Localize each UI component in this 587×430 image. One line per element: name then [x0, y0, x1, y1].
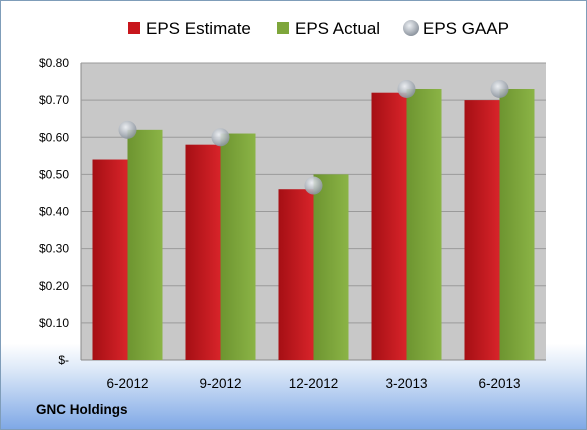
marker-eps-gaap [118, 120, 137, 139]
bar-eps-actual [499, 88, 535, 361]
y-tick-label: $0.10 [39, 316, 69, 330]
legend-label: EPS GAAP [423, 19, 509, 38]
x-tick-label: 3-2013 [385, 376, 427, 391]
y-tick-label: $0.50 [39, 167, 69, 181]
legend-label: EPS Actual [295, 19, 380, 38]
y-tick-label: $- [58, 353, 69, 367]
legend-item-eps-gaap: EPS GAAP [403, 19, 509, 38]
y-tick-label: $0.70 [39, 93, 69, 107]
y-tick-label: $0.80 [39, 56, 69, 70]
y-tick-label: $0.60 [39, 130, 69, 144]
legend: EPS Estimate EPS Actual EPS GAAP [128, 19, 509, 38]
bar-eps-actual [220, 133, 256, 360]
bar-eps-actual [127, 129, 163, 360]
company-name: GNC Holdings [36, 402, 128, 417]
legend-label: EPS Estimate [146, 19, 251, 38]
x-tick-label: 12-2012 [289, 376, 339, 391]
legend-swatch [128, 22, 140, 34]
marker-eps-gaap [304, 176, 323, 195]
x-tick-label: 9-2012 [199, 376, 241, 391]
marker-eps-gaap [490, 79, 509, 98]
legend-swatch [403, 20, 419, 36]
marker-eps-gaap [397, 79, 416, 98]
x-tick-label: 6-2013 [478, 376, 520, 391]
bar-eps-estimate [92, 159, 128, 360]
legend-swatch [277, 22, 289, 34]
bar-eps-estimate [371, 92, 407, 360]
marker-eps-gaap [211, 128, 230, 147]
bar-eps-estimate [278, 189, 314, 360]
bar-eps-estimate [464, 100, 500, 360]
y-tick-label: $0.40 [39, 205, 69, 219]
legend-item-eps-estimate: EPS Estimate [128, 19, 251, 38]
bar-eps-actual [313, 174, 349, 360]
bar-eps-estimate [185, 144, 221, 360]
legend-item-eps-actual: EPS Actual [277, 19, 380, 38]
y-tick-label: $0.20 [39, 279, 69, 293]
y-tick-label: $0.30 [39, 242, 69, 256]
bar-eps-actual [406, 88, 442, 361]
x-tick-label: 6-2012 [106, 376, 148, 391]
